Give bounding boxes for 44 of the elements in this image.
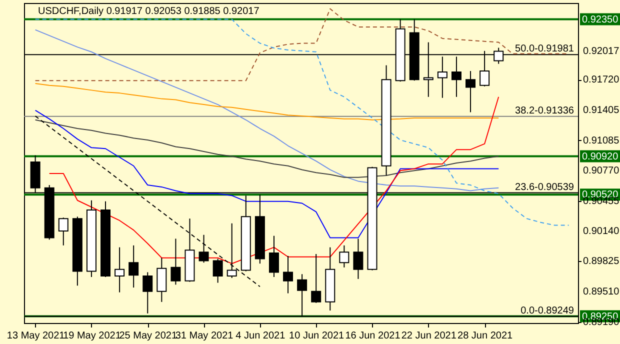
x-tick-label: 25 May 2021 bbox=[119, 330, 178, 342]
chart-title: USDCHF,Daily 0.91917 0.92053 0.91885 0.92017 bbox=[38, 6, 260, 17]
candlestick bbox=[114, 246, 125, 293]
ref-line-label: 0.92350 bbox=[582, 14, 619, 26]
x-tick-label: 16 Jun 2021 bbox=[345, 330, 401, 342]
candlestick bbox=[170, 238, 181, 286]
candlestick bbox=[466, 70, 476, 113]
x-tick-label: 10 Jun 2021 bbox=[289, 330, 345, 342]
candlestick bbox=[311, 254, 322, 304]
ref-line-label: 0.90920 bbox=[582, 151, 619, 162]
candlestick bbox=[142, 272, 153, 314]
annotation: 50.0-0.91981 bbox=[515, 44, 574, 55]
line-series bbox=[34, 119, 500, 178]
line-series bbox=[48, 96, 500, 264]
line-series bbox=[34, 29, 500, 192]
x-tick-label: 28 Jun 2021 bbox=[458, 330, 514, 342]
x-tick-label: 4 Jun 2021 bbox=[236, 330, 286, 342]
y-tick-label: 0.89510 bbox=[583, 286, 620, 298]
annotation: 23.6-0.90539 bbox=[515, 182, 574, 193]
candlestick bbox=[226, 222, 237, 278]
y-tick-label: 0.91720 bbox=[583, 74, 620, 86]
candlestick bbox=[156, 257, 167, 302]
y-tick-label: 0.90140 bbox=[583, 226, 620, 238]
candlestick bbox=[268, 235, 279, 278]
candlestick bbox=[58, 217, 68, 246]
y-tick-label: 0.92017 bbox=[583, 46, 620, 58]
candlestick bbox=[339, 244, 350, 268]
candlestick bbox=[353, 238, 364, 280]
candlestick bbox=[128, 244, 139, 288]
y-tick-label: 0.91405 bbox=[583, 104, 620, 116]
y-tick-label: 0.90770 bbox=[583, 166, 620, 177]
line-series bbox=[34, 110, 500, 238]
y-tick-label: 0.91085 bbox=[583, 135, 620, 146]
candlestick bbox=[283, 255, 294, 294]
x-tick-label: 13 May 2021 bbox=[6, 330, 66, 342]
line-series bbox=[34, 82, 500, 120]
annotation: 38.2-0.91336 bbox=[515, 105, 574, 116]
candlestick bbox=[212, 258, 223, 284]
y-tick-label: 0.89825 bbox=[583, 256, 620, 268]
annotation: 0.0-0.89249 bbox=[520, 305, 574, 316]
candlestick bbox=[198, 234, 209, 264]
x-tick-label: 22 Jun 2021 bbox=[401, 330, 457, 342]
x-tick-label: 19 May 2021 bbox=[63, 330, 122, 342]
x-tick-label: 31 May 2021 bbox=[175, 330, 234, 342]
